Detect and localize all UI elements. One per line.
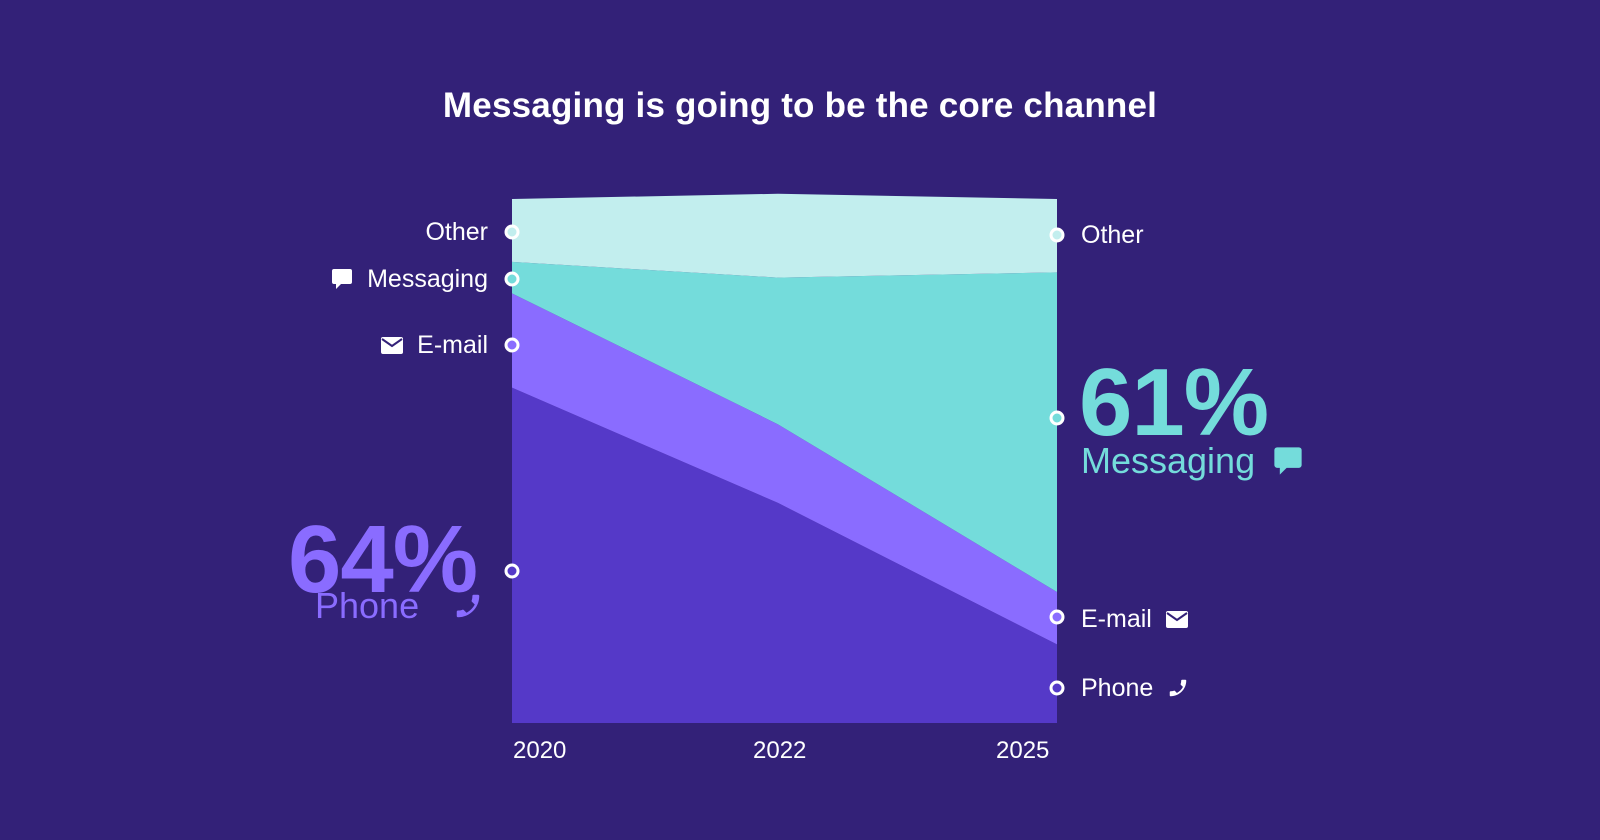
left-label-email: E-mail	[381, 330, 488, 360]
chat-bubble-icon	[1274, 447, 1302, 475]
left-marker-messaging	[504, 271, 520, 287]
right-marker-email	[1049, 609, 1065, 625]
phone-percent-callout: 64%	[288, 506, 478, 613]
envelope-icon	[1165, 610, 1188, 628]
phone-icon	[1170, 679, 1187, 697]
envelope-icon	[381, 336, 404, 354]
chart-title: Messaging is going to be the core channe…	[442, 86, 1158, 125]
right-marker-other	[1049, 227, 1065, 243]
x-tick-2025: 2025	[996, 737, 1050, 764]
area-messaging	[512, 261, 1057, 592]
phone-callout-label: Phone	[315, 586, 483, 626]
right-marker-phone	[1049, 680, 1065, 696]
left-marker-other	[504, 224, 520, 240]
chart-markers	[504, 224, 1065, 696]
messaging-callout-label: Messaging	[1081, 441, 1303, 481]
right-label-phone: Phone	[1081, 673, 1189, 703]
x-tick-2022: 2022	[753, 737, 807, 764]
right-label-other: Other	[1081, 221, 1144, 249]
right-marker-messaging	[1049, 410, 1065, 426]
left-label-messaging: Messaging	[331, 264, 488, 294]
left-label-other: Other	[425, 218, 488, 246]
phone-icon	[456, 594, 480, 618]
chart-areas	[512, 193, 1057, 723]
x-tick-2020: 2020	[513, 737, 567, 764]
left-marker-phone	[504, 563, 520, 579]
area-email	[512, 293, 1057, 645]
left-marker-email	[504, 337, 520, 353]
area-other	[512, 193, 1057, 278]
chat-bubble-icon	[332, 269, 353, 289]
right-label-email: E-mail	[1081, 604, 1188, 634]
messaging-percent-callout: 61%	[1079, 349, 1269, 456]
area-phone	[512, 387, 1057, 723]
